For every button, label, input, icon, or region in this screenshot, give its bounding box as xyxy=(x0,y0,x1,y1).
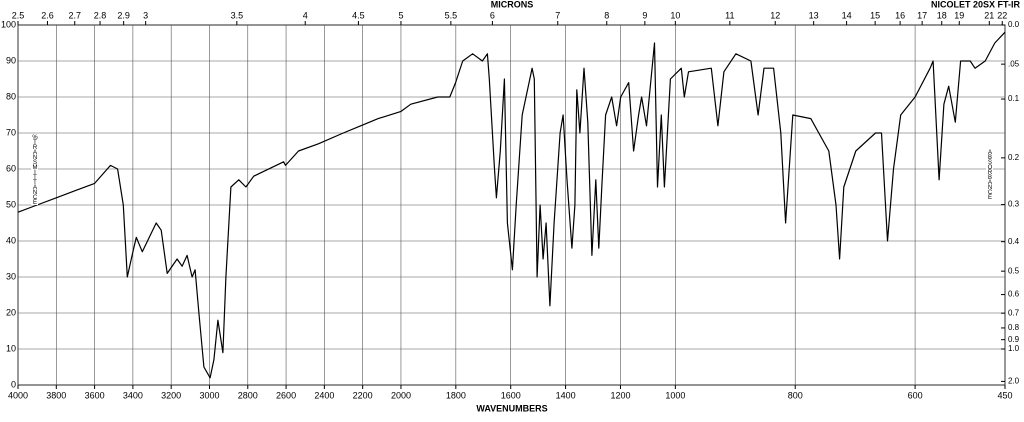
x-tick-label: 1200 xyxy=(610,390,630,400)
x2-tick-label: 4 xyxy=(303,10,308,20)
x2-tick-label: 22 xyxy=(997,10,1007,20)
x-tick-label: 3000 xyxy=(199,390,219,400)
x2-tick-label: 2.9 xyxy=(117,10,130,20)
x2-tick-label: 2.6 xyxy=(41,10,54,20)
x-tick-label: 1000 xyxy=(665,390,685,400)
y2-tick-label: 0.3 xyxy=(1008,200,1020,209)
x-tick-label: 1400 xyxy=(556,390,576,400)
y-tick-label: 70 xyxy=(6,127,16,137)
y2-tick-label: 0.9 xyxy=(1008,335,1020,344)
x-tick-label: 1600 xyxy=(501,390,521,400)
x-tick-label: 2600 xyxy=(276,390,296,400)
x2-tick-label: 5 xyxy=(398,10,403,20)
x2-tick-label: 17 xyxy=(917,10,927,20)
x2-tick-label: 3.5 xyxy=(231,10,244,20)
x2-tick-label: 12 xyxy=(770,10,780,20)
x-tick-label: 800 xyxy=(788,390,803,400)
x2-tick-label: 6 xyxy=(490,10,495,20)
y-tick-label: 20 xyxy=(6,307,16,317)
x-tick-label: 3400 xyxy=(123,390,143,400)
y-tick-label: 40 xyxy=(6,235,16,245)
x2-tick-label: 10 xyxy=(670,10,680,20)
spectrum-line xyxy=(17,31,1006,379)
y2-tick-label: .05 xyxy=(1008,59,1020,68)
y2-tick-label: 0.6 xyxy=(1008,290,1020,299)
x2-tick-label: 11 xyxy=(725,10,734,20)
x-tick-label: 450 xyxy=(997,390,1012,400)
y-tick-label: 90 xyxy=(6,55,16,65)
instrument-label: NICOLET 20SX FT-IR xyxy=(931,0,1021,9)
y2-tick-label: 0.0 xyxy=(1008,20,1020,29)
y-axis-title: %TRANSMITTANCE xyxy=(31,135,38,205)
y-tick-label: 30 xyxy=(6,271,16,281)
y2-tick-label: 0.1 xyxy=(1008,94,1020,103)
y2-tick-label: 0.8 xyxy=(1008,323,1020,332)
x-tick-label: 3600 xyxy=(85,390,105,400)
x2-tick-label: 3 xyxy=(143,10,148,20)
x-tick-label: 600 xyxy=(908,390,923,400)
x2-tick-label: 2.8 xyxy=(94,10,107,20)
x-tick-label: 2800 xyxy=(238,390,258,400)
x2-tick-label: 9 xyxy=(642,10,647,20)
x2-tick-label: 21 xyxy=(984,10,994,20)
x2-tick-label: 13 xyxy=(809,10,819,20)
x2-tick-label: 2.7 xyxy=(68,10,81,20)
y-tick-label: 80 xyxy=(6,91,16,101)
y2-axis-title: ABSORBANCE xyxy=(986,150,993,200)
x-tick-label: 3200 xyxy=(161,390,181,400)
x2-tick-label: 16 xyxy=(895,10,905,20)
x2-tick-label: 7 xyxy=(555,10,560,20)
x2-axis-title: MICRONS xyxy=(491,0,534,9)
x-tick-label: 3800 xyxy=(46,390,66,400)
x2-tick-label: 14 xyxy=(842,10,852,20)
x-tick-label: 4000 xyxy=(8,390,28,400)
x2-tick-label: 5.5 xyxy=(445,10,458,20)
x-tick-label: 2000 xyxy=(391,390,411,400)
y-tick-label: 60 xyxy=(6,163,16,173)
x2-tick-label: 2.5 xyxy=(12,10,25,20)
x2-tick-label: 4.5 xyxy=(352,10,365,20)
x2-tick-label: 8 xyxy=(604,10,609,20)
y2-tick-label: 0.2 xyxy=(1008,153,1020,162)
y-tick-label: 100 xyxy=(1,19,16,29)
y-tick-label: 10 xyxy=(6,343,16,353)
x2-tick-label: 15 xyxy=(870,10,880,20)
y2-tick-label: 0.4 xyxy=(1008,237,1020,246)
x-tick-label: 2400 xyxy=(314,390,334,400)
y2-tick-label: 0.7 xyxy=(1008,308,1020,317)
x-tick-label: 2200 xyxy=(353,390,373,400)
x-axis-title: WAVENUMBERS xyxy=(476,403,547,413)
x-tick-label: 1800 xyxy=(446,390,466,400)
y-tick-label: 50 xyxy=(6,199,16,209)
y2-tick-label: 0.5 xyxy=(1008,266,1020,275)
y2-tick-label: 1.0 xyxy=(1008,344,1020,353)
x2-tick-label: 18 xyxy=(937,10,947,20)
x2-tick-label: 19 xyxy=(954,10,964,20)
y2-tick-label: 2.0 xyxy=(1008,377,1020,386)
y-tick-label: 0 xyxy=(11,379,16,389)
